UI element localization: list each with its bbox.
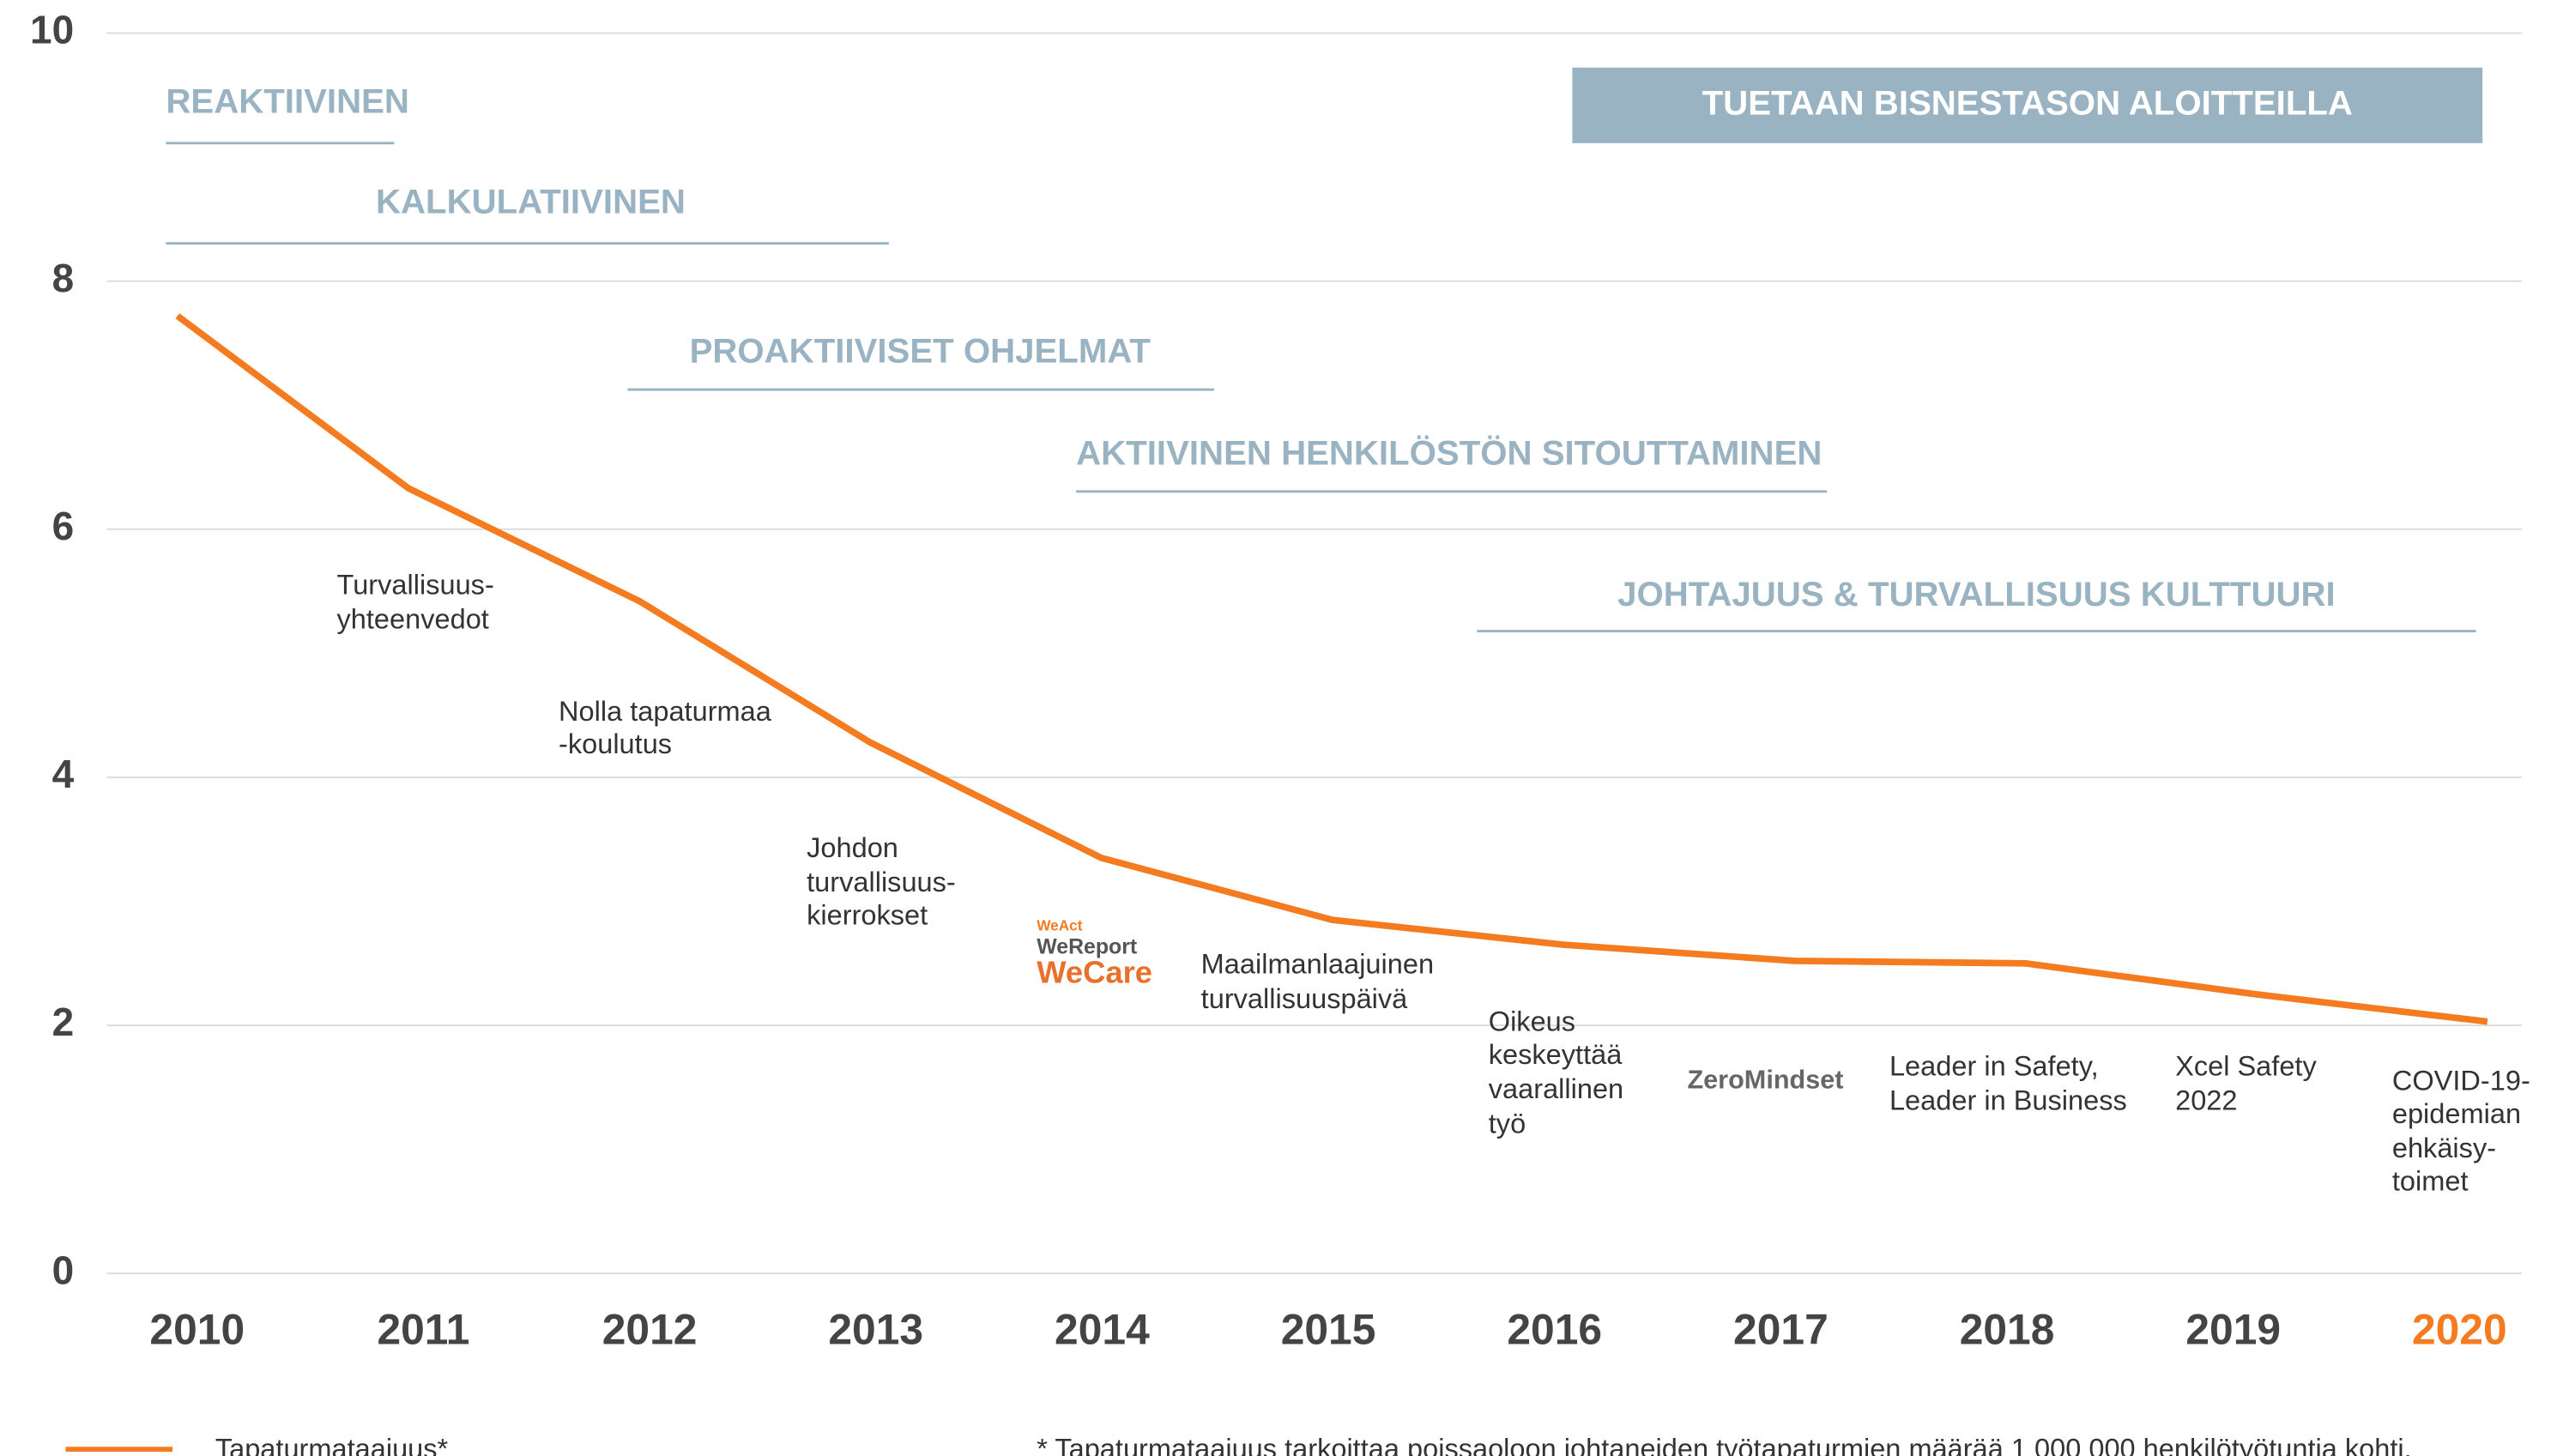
event-label: Leader in Safety, [1889,1050,2099,1081]
event-label: toimet [2392,1165,2469,1196]
x-tick-label: 2011 [377,1305,469,1353]
event-label: keskeyttää [1489,1039,1623,1070]
event-label: kierrokset [807,899,928,930]
event-label: Nolla tapaturmaa [559,696,772,727]
x-tick-label: 2017 [1733,1305,1829,1353]
phase-label: PROAKTIIVISET OHJELMAT [690,332,1152,371]
phase-label: KALKULATIIVINEN [376,182,686,221]
legend-label: Tapaturmataajuus* [215,1434,449,1456]
y-tick-label: 2 [52,1000,75,1044]
x-tick-label: 2012 [602,1305,698,1353]
event-label: turvallisuuspäivä [1201,983,1409,1014]
footnote: * Tapaturmataajuus tarkoittaa poissaoloo… [1037,1434,2412,1456]
data-line [175,313,2488,1025]
logo-text: WeAct [1037,917,1083,934]
event-label: COVID-19- [2392,1066,2530,1097]
y-tick-label: 8 [52,256,75,300]
phase-label: REAKTIIVINEN [166,82,409,121]
event-label: Johdon [807,832,898,863]
x-tick-label: 2019 [2185,1305,2281,1353]
logo-text: ZeroMindset [1687,1065,1843,1094]
event-label: Maailmanlaajuinen [1201,949,1434,980]
phase-label: TUETAAN BISNESTASON ALOITTEILLA [1702,83,2353,122]
event-label: Xcel Safety [2175,1050,2317,1081]
x-tick-label: 2016 [1507,1305,1602,1353]
y-tick-label: 0 [52,1248,75,1292]
event-label: Turvallisuus- [337,569,494,600]
logo-text: WeCare [1037,954,1152,989]
event-label: -koulutus [559,728,672,759]
phase-label: AKTIIVINEN HENKILÖSTÖN SITOUTTAMINEN [1076,433,1822,472]
x-tick-label: 2020 [2412,1305,2507,1353]
event-label: 2022 [2175,1085,2237,1116]
logo-text: WeReport [1037,935,1137,959]
x-tick-label: 2018 [1960,1305,2055,1353]
x-tick-label: 2015 [1281,1305,1376,1353]
y-tick-label: 6 [52,504,75,548]
y-tick-label: 4 [52,752,75,796]
event-label: Leader in Business [1889,1085,2127,1116]
event-label: työ [1489,1108,1526,1139]
event-label: turvallisuus- [807,867,956,897]
event-label: vaarallinen [1489,1073,1623,1104]
phase-label: JOHTAJUUS & TURVALLISUUS KULTTUURI [1617,575,2336,613]
event-label: ehkäisy- [2392,1133,2496,1163]
x-tick-label: 2014 [1055,1305,1150,1353]
y-tick-label: 10 [30,8,74,52]
event-label: epidemian [2392,1098,2521,1129]
x-tick-label: 2013 [828,1305,923,1353]
event-label: Oikeus [1489,1006,1575,1037]
phase-box [1572,67,2483,143]
x-tick-label: 2010 [149,1305,245,1353]
event-label: yhteenvedot [337,604,489,635]
